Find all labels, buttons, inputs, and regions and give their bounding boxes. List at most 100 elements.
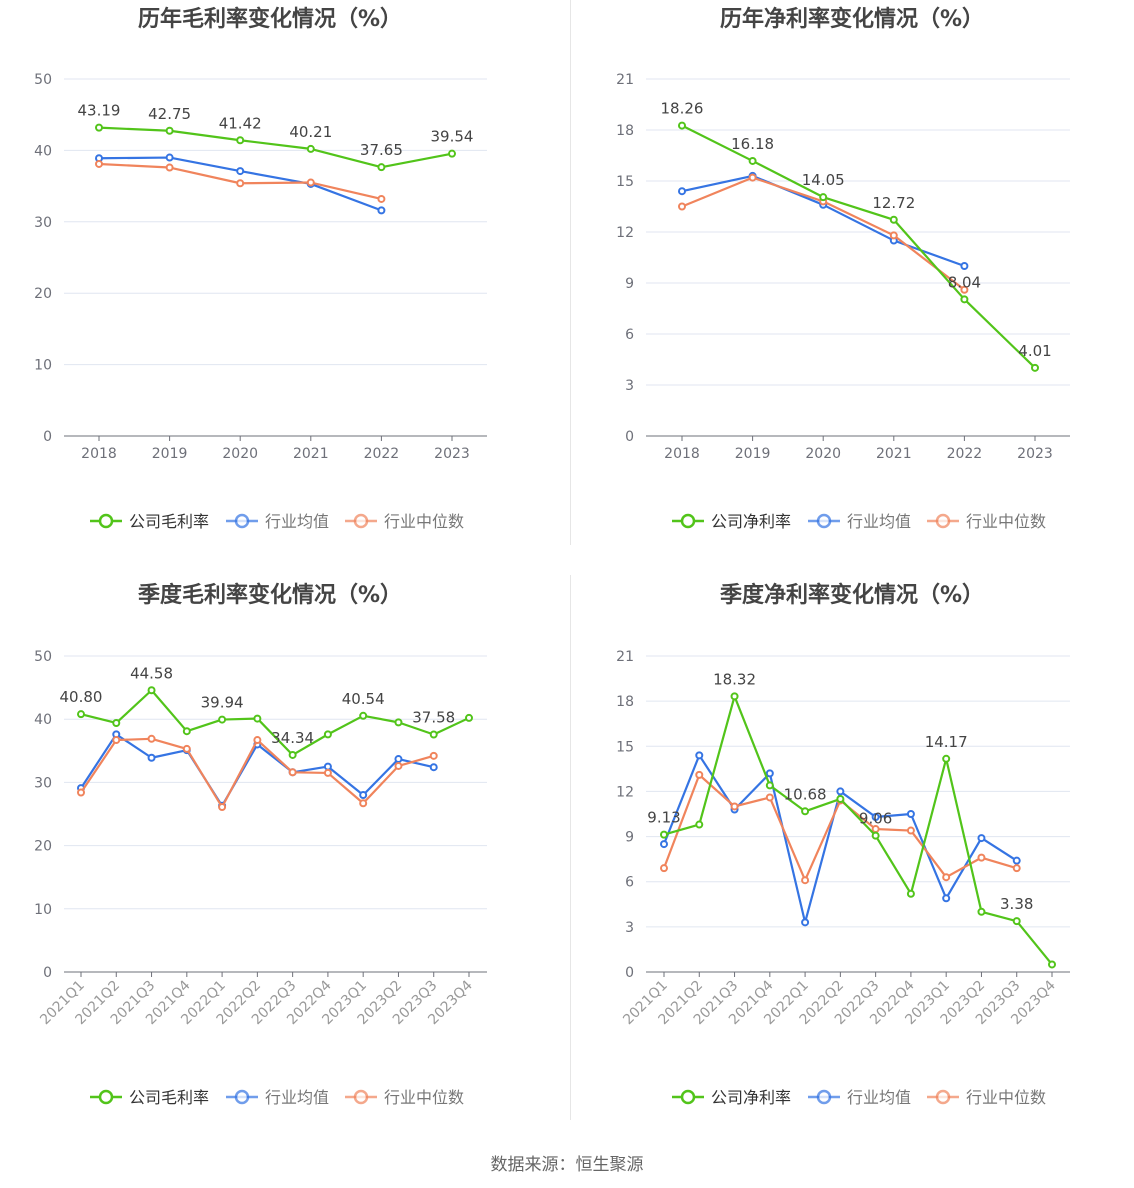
- y-tick-label: 30: [34, 775, 52, 791]
- chart-title: 季度毛利率变化情况（%）: [138, 582, 402, 608]
- data-point-company: [306, 144, 315, 153]
- y-tick-label: 3: [625, 920, 634, 936]
- data-label: 42.75: [148, 105, 191, 123]
- data-point-median: [678, 202, 686, 211]
- chart-annual-net-margin: 历年净利率变化情况（%） 0 3 6 9 12 15 18 21 2018 2019 2020 2021…: [578, 0, 1134, 560]
- series-line-median: [80, 737, 435, 809]
- data-point-company: [394, 718, 403, 727]
- series-line-company: [80, 689, 470, 757]
- data-point-company: [323, 730, 332, 739]
- legend-label: 公司毛利率: [129, 1088, 209, 1107]
- legend-item-avg: 行业均值: [808, 1088, 911, 1107]
- divider-top: [570, 0, 571, 545]
- data-label: 14.05: [802, 171, 845, 189]
- legend-marker: [98, 513, 114, 529]
- data-point-company: [448, 149, 456, 158]
- legend-item-company: 公司毛利率: [90, 1088, 209, 1107]
- data-point-company: [95, 123, 103, 132]
- data-point-company: [465, 713, 473, 722]
- data-label: 40.21: [289, 123, 332, 141]
- data-point-avg: [429, 763, 438, 772]
- legend-marker: [935, 513, 951, 529]
- legend-item-avg: 行业均值: [808, 512, 911, 531]
- legend-label: 行业均值: [265, 512, 329, 531]
- series-line-company: [681, 124, 1036, 369]
- legend-label: 公司净利率: [711, 1088, 791, 1107]
- legend-label: 公司毛利率: [129, 512, 209, 531]
- data-point-median: [748, 173, 757, 182]
- data-point-median: [323, 768, 332, 777]
- data-point-company: [1012, 917, 1021, 926]
- series-line-company: [663, 695, 1053, 966]
- legend-item-median: 行业中位数: [345, 1088, 464, 1107]
- legend-marker: [234, 1089, 250, 1105]
- data-label: 10.68: [784, 785, 827, 803]
- data-point-company: [730, 692, 739, 701]
- y-tick-label: 21: [616, 649, 634, 665]
- data-point-avg: [377, 206, 386, 215]
- legend-label: 行业中位数: [384, 512, 464, 531]
- data-point-avg: [394, 755, 403, 764]
- data-point-median: [288, 768, 297, 777]
- legend-label: 行业中位数: [966, 1088, 1046, 1107]
- y-tick-label: 9: [625, 276, 634, 292]
- data-point-median: [660, 864, 668, 873]
- data-point-median: [394, 761, 403, 770]
- y-tick-label: 9: [625, 830, 634, 846]
- data-point-median: [77, 788, 85, 797]
- data-point-company: [1031, 363, 1039, 372]
- data-point-company: [236, 136, 245, 145]
- data-label: 37.58: [412, 708, 455, 726]
- legend-marker: [816, 513, 832, 529]
- data-point-company: [377, 163, 386, 172]
- legend-label: 行业中位数: [384, 1088, 464, 1107]
- data-label: 12.72: [872, 194, 915, 212]
- data-point-median: [359, 799, 368, 808]
- y-tick-label: 12: [616, 225, 634, 241]
- data-point-avg: [871, 813, 880, 822]
- y-tick-label: 18: [616, 694, 634, 710]
- data-point-company: [765, 781, 774, 790]
- y-tick-label: 10: [34, 358, 52, 374]
- x-tick-label: 2023: [1017, 446, 1053, 462]
- data-point-median: [306, 178, 315, 187]
- data-point-company: [836, 794, 845, 803]
- y-tick-label: 20: [34, 839, 52, 855]
- y-tick-label: 0: [43, 965, 52, 981]
- data-point-median: [695, 770, 704, 779]
- data-point-company: [871, 831, 880, 840]
- x-tick-label: 2021: [293, 446, 329, 462]
- chart-quarterly-net-margin: 季度净利率变化情况（%） 0 3 6 9 12 15 18 21 2021Q1 2021Q2 2021…: [578, 572, 1134, 1132]
- data-label: 44.58: [130, 664, 173, 682]
- data-point-company: [748, 156, 757, 165]
- data-point-company: [801, 807, 810, 816]
- data-point-avg: [801, 918, 810, 927]
- data-point-company: [253, 714, 262, 723]
- data-point-median: [165, 163, 174, 172]
- y-tick-label: 18: [616, 123, 634, 139]
- chart-svg: 季度毛利率变化情况（%）010203040502021Q12021Q22021Q…: [34, 582, 487, 1107]
- data-point-avg: [678, 187, 686, 196]
- chart-svg: 季度净利率变化情况（%）0369121518212021Q12021Q22021…: [616, 582, 1070, 1107]
- data-point-company: [288, 750, 297, 759]
- chart-annual-gross-margin: 历年毛利率变化情况（%） 0 10 20 30 40 50 2018 2019 2020 2021 2…: [0, 0, 570, 560]
- data-source-note: 数据来源：恒生聚源: [490, 1155, 644, 1175]
- data-point-median: [889, 231, 898, 240]
- legend-marker: [353, 1089, 369, 1105]
- legend-label: 行业均值: [847, 1088, 911, 1107]
- data-label: 4.01: [1018, 342, 1051, 360]
- data-point-company: [1048, 960, 1056, 969]
- legend-label: 公司净利率: [711, 512, 791, 531]
- data-point-company: [889, 215, 898, 224]
- y-tick-label: 21: [616, 72, 634, 88]
- data-point-avg: [1012, 856, 1021, 865]
- data-label: 9.13: [647, 809, 680, 827]
- y-tick-label: 30: [34, 215, 52, 231]
- x-tick-label: 2023: [434, 446, 470, 462]
- data-label: 14.17: [925, 733, 968, 751]
- y-tick-label: 0: [625, 965, 634, 981]
- legend-marker: [234, 513, 250, 529]
- data-point-company: [112, 718, 121, 727]
- data-label: 39.54: [431, 128, 474, 146]
- data-point-avg: [765, 769, 774, 778]
